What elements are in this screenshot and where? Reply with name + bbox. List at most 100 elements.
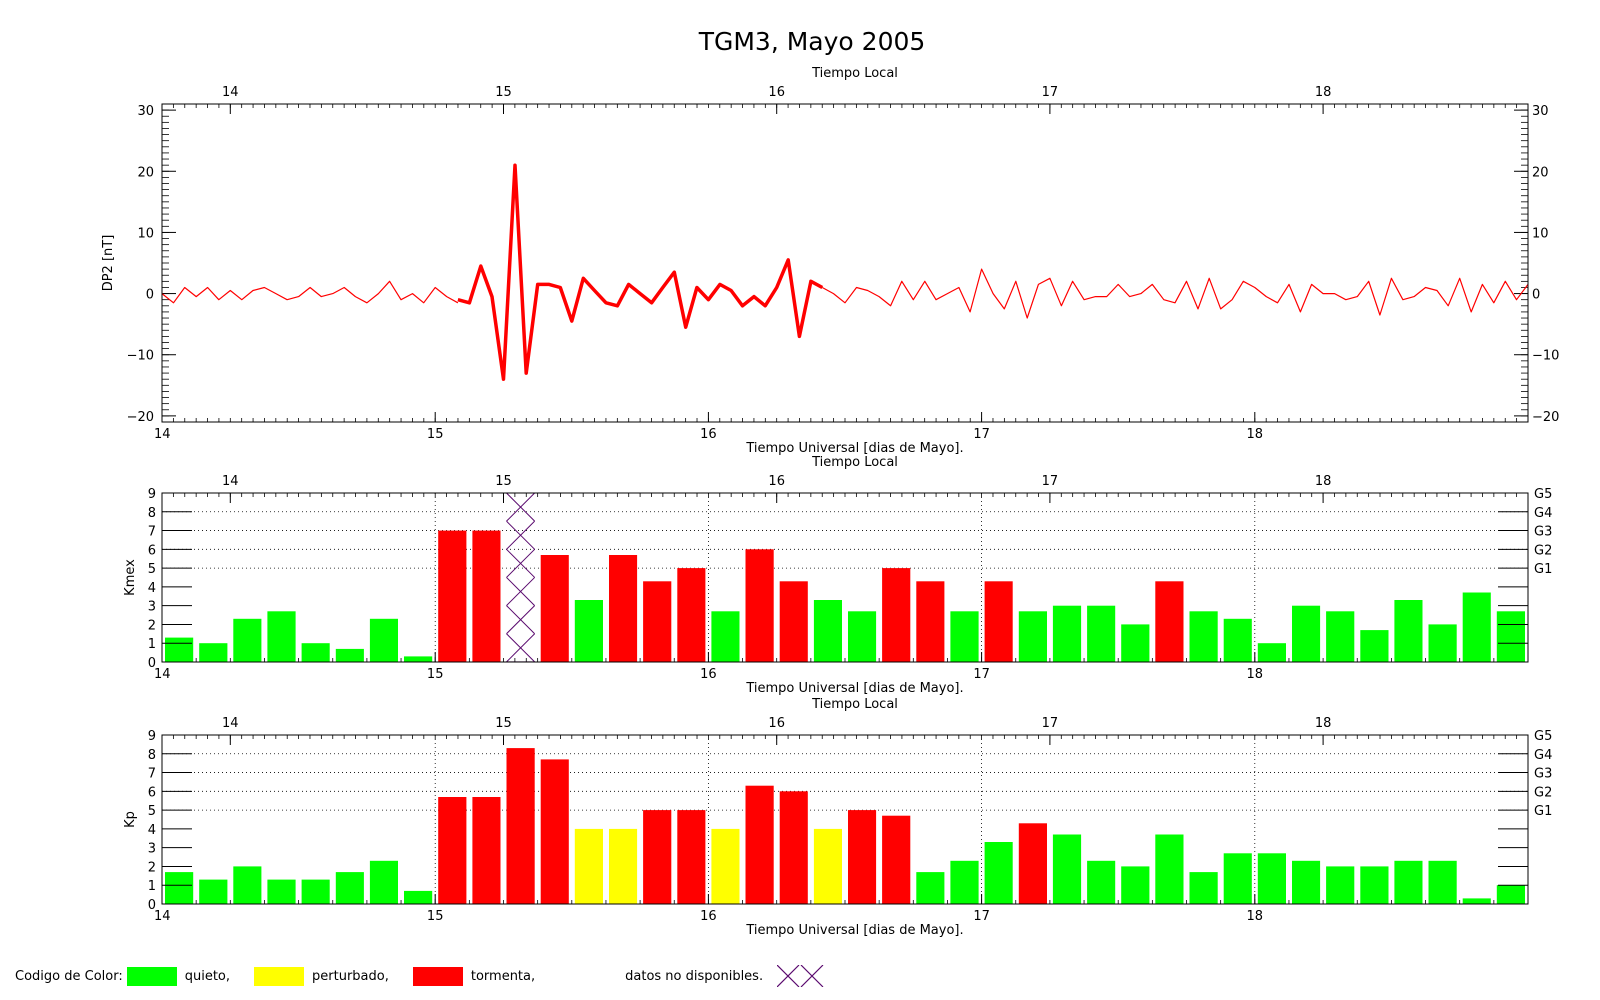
bottom-tick-label: 18 [1247,427,1264,442]
bar [1326,611,1355,662]
bar [1018,611,1047,662]
bar [369,618,398,662]
bar [472,530,501,662]
y-tick-label: 0 [148,898,156,913]
bar [984,842,1013,904]
nodata-hatch [506,520,536,550]
y-tick-label: −10 [127,349,154,364]
bar [1121,866,1150,904]
bar [233,618,262,662]
legend-storm-label: tormenta, [470,968,536,984]
bar [1257,853,1286,904]
bottom-tick-label: 17 [973,667,990,682]
nodata-hatch [506,492,536,522]
bar [1496,885,1525,904]
y-tick-label: 5 [148,804,156,819]
bar [1462,898,1491,904]
top-tick-label: 18 [1315,716,1332,731]
bar [165,872,194,904]
y-tick-label-right: −10 [1532,349,1559,364]
bar [984,581,1013,662]
bar [1155,834,1184,904]
top-tick-label: 17 [1042,85,1059,100]
legend-disturbed-swatch [254,966,305,986]
top-tick-label: 14 [222,474,239,489]
bar [1292,605,1321,662]
y-tick-label-right: −20 [1532,410,1559,425]
y-tick-label: 9 [148,729,156,744]
bar [1121,624,1150,662]
bar [1189,872,1218,904]
panel-3 [161,734,1529,905]
top-axis-title-2: Tiempo Local [811,455,898,470]
bar [267,611,296,662]
y-tick-label: 2 [148,618,156,633]
bar [916,872,945,904]
top-tick-label: 16 [768,474,785,489]
top-tick-label: 16 [768,716,785,731]
top-tick-label: 15 [495,716,512,731]
top-tick-label: 14 [222,716,239,731]
top-tick-label: 15 [495,474,512,489]
bar [472,797,501,904]
bar [1394,860,1423,904]
legend-quiet-swatch [126,966,177,986]
plot-frame-1 [161,103,1529,423]
top-tick-label: 16 [768,85,785,100]
storm-level-label: G1 [1534,804,1552,819]
y-tick-label: 4 [148,823,156,838]
bar [677,810,706,904]
bar [1292,860,1321,904]
bar [404,890,433,904]
y-tick-label: 8 [148,506,156,521]
bottom-tick-label: 14 [154,667,171,682]
bar [1189,611,1218,662]
storm-level-label: G5 [1534,487,1552,502]
y-tick-label: 2 [148,860,156,875]
bar [233,866,262,904]
bar [506,748,535,904]
bar [813,600,842,662]
nodata-hatch [506,633,536,663]
bottom-tick-label: 16 [700,427,717,442]
bar [438,530,467,662]
bottom-tick-label: 18 [1247,909,1264,924]
y-tick-label: 7 [148,767,156,782]
plot-frame-2 [161,492,1529,663]
top-tick-label: 15 [495,85,512,100]
bar [643,581,672,662]
bottom-tick-label: 16 [700,667,717,682]
top-axis-title-1: Tiempo Local [811,66,898,81]
y-axis-title-2: Kmex [123,559,138,596]
color-legend: Codigo de Color: quieto, perturbado, tor… [15,962,827,990]
legend-quiet-label: quieto, [184,968,231,984]
y-tick-label: 9 [148,487,156,502]
bottom-tick-label: 17 [973,427,990,442]
bar [1087,860,1116,904]
bar [882,568,911,662]
bar [1257,643,1286,662]
bar [1326,866,1355,904]
bar [1052,605,1082,662]
bar [1360,630,1389,662]
bar [609,828,638,904]
bar [1462,592,1491,662]
bar [404,656,433,662]
y-tick-label-right: 30 [1532,104,1549,119]
bar [199,643,228,662]
panel-1 [161,103,1529,423]
storm-level-label: G5 [1534,729,1552,744]
bar [950,860,979,904]
y-tick-label: 3 [148,842,156,857]
bottom-tick-label: 16 [700,909,717,924]
y-axis-title-3: Kp [123,811,138,828]
plot-frame-3 [161,734,1529,905]
bar [779,581,808,662]
y-tick-label: 8 [148,748,156,763]
y-tick-label: 4 [148,581,156,596]
bar [540,555,569,662]
bar [643,810,672,904]
bottom-tick-label: 18 [1247,667,1264,682]
bar [574,828,603,904]
bar [165,637,194,662]
